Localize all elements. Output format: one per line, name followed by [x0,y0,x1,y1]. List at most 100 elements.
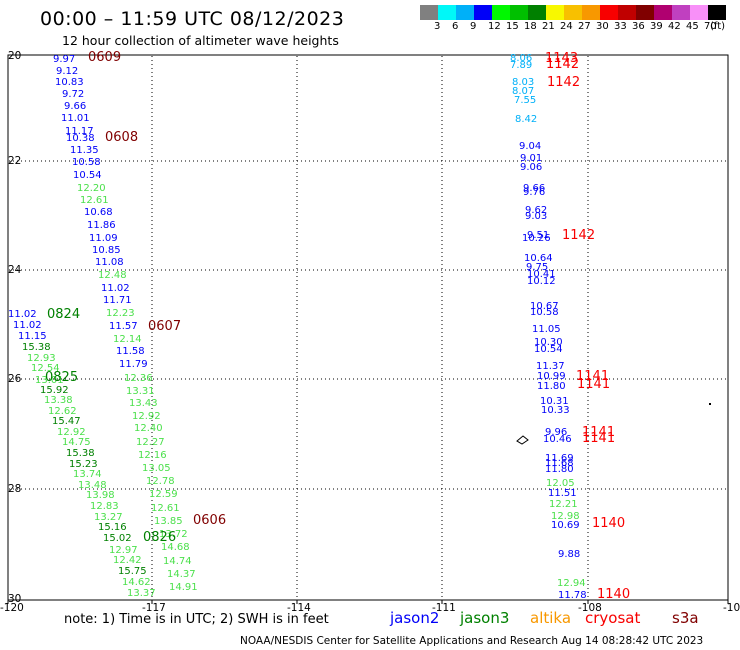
wave-height-value: 13.48 [78,480,107,491]
wave-height-value: 9.03 [525,211,548,222]
wave-height-value: 12.42 [113,555,142,566]
legend-swatch [600,5,618,20]
mission-label: altika [530,609,572,627]
wave-height-value: 15.75 [118,566,147,577]
legend-label: 39 [650,21,663,32]
legend-label: 30 [596,21,609,32]
wave-height-value: 10.69 [551,520,580,531]
wave-height-value: 7.55 [514,95,537,106]
wave-height-value: 10.33 [541,405,570,416]
legend-swatch [618,5,636,20]
x-tick-label: -111 [432,602,456,614]
legend-swatch [420,5,438,20]
wave-height-value: 12.59 [149,489,178,500]
wave-height-value: 13.72 [159,529,188,540]
wave-height-value: 8.03 [512,77,535,88]
track-time-label: 1141 [576,369,610,384]
wave-height-value: 10.46 [543,434,572,445]
wave-height-value: 10.85 [92,245,121,256]
wave-height-value: 10.58 [530,307,559,318]
wave-height-value: 12.97 [109,545,138,556]
wave-height-value: 10.58 [72,157,101,168]
page-title: 00:00 – 11:59 UTC 08/12/2023 [40,8,345,30]
y-tick-label: 30 [8,593,22,605]
y-tick-label: 28 [8,483,22,495]
wave-height-value: 11.15 [18,331,47,342]
wave-height-value: 14.68 [161,542,190,553]
legend-swatch [438,5,456,20]
x-tick-label: -108 [578,602,602,614]
wave-height-value: 10.30 [534,337,563,348]
coastline-fragment [516,435,529,445]
legend-swatch [564,5,582,20]
track-time-label: 1140 [592,516,626,531]
wave-height-value: 12.92 [132,411,161,422]
wave-height-value: 12.16 [138,450,167,461]
wave-height-value: 12.92 [57,427,86,438]
wave-height-value: 9.97 [53,54,76,65]
wave-height-value: 15.23 [69,459,98,470]
wave-height-value: 7.89 [510,60,533,71]
wave-height-value: 15.02 [103,533,132,544]
legend-swatch [546,5,564,20]
wave-height-value: 11.80 [537,381,566,392]
wave-height-value: 14.74 [163,556,192,567]
wave-height-value: 10.26 [522,233,551,244]
wave-height-value: 9.72 [62,89,85,100]
wave-height-value: 11.68 [545,458,574,469]
wave-height-value: 11.02 [13,320,42,331]
mission-label: cryosat [585,609,641,627]
wave-height-value: 10.83 [55,77,84,88]
wave-height-value: 10.38 [66,133,95,144]
wave-height-value: 9.96 [545,427,568,438]
track-time-label: 1142 [547,75,581,90]
wave-height-value: 13.38 [44,395,73,406]
legend-swatch [474,5,492,20]
track-time-label: 0825 [45,370,79,385]
wave-height-value: 13.27 [94,512,123,523]
legend-label: 18 [524,21,537,32]
wave-height-value: 11.35 [70,145,99,156]
y-tick-label: 20 [8,50,22,62]
wave-height-value: 11.17 [65,126,94,137]
wave-height-value: 12.93 [27,353,56,364]
wave-height-value: 13.98 [86,490,115,501]
legend-label: 24 [560,21,573,32]
wave-height-value: 12.14 [113,334,142,345]
x-tick-label: -120 [0,602,24,614]
wave-height-value: 11.58 [116,346,145,357]
track-time-label: 1143 [545,51,579,66]
footer-credit: NOAA/NESDIS Center for Satellite Applica… [240,635,704,647]
track-time-label: 1140 [597,587,631,602]
track-time-label: 0606 [193,513,227,528]
wave-height-value: 8.07 [512,86,535,97]
wave-height-value: 12.40 [134,423,163,434]
legend-unit: (ft) [710,21,726,32]
wave-height-value: 9.75 [526,262,549,273]
wave-height-value: 11.69 [545,453,574,464]
wave-height-value: 11.51 [548,488,577,499]
wave-height-value: 15.38 [22,342,51,353]
track-time-label: 1141 [582,425,616,440]
mission-label: jason3 [460,609,510,627]
wave-height-value: 9.66 [523,183,546,194]
wave-height-value: 11.71 [103,295,132,306]
grid-lines [7,56,729,604]
track-time-label: 0608 [105,130,139,145]
wave-height-value: 12.27 [136,437,165,448]
wave-height-value: 9.51 [527,230,550,241]
legend-swatch [582,5,600,20]
wave-height-value: 11.37 [536,361,565,372]
wave-height-value: 9.04 [519,141,542,152]
mission-label: jason2 [390,609,440,627]
wave-height-value: 9.76 [523,187,546,198]
wave-height-value: 11.01 [61,113,90,124]
wave-height-value: 10.31 [540,396,569,407]
wave-height-value: 12.23 [106,308,135,319]
wave-height-value: 12.98 [551,511,580,522]
legend-swatch [708,5,726,20]
wave-height-value: 11.57 [109,321,138,332]
page-subtitle: 12 hour collection of altimeter wave hei… [62,33,339,48]
legend-label: 21 [542,21,555,32]
